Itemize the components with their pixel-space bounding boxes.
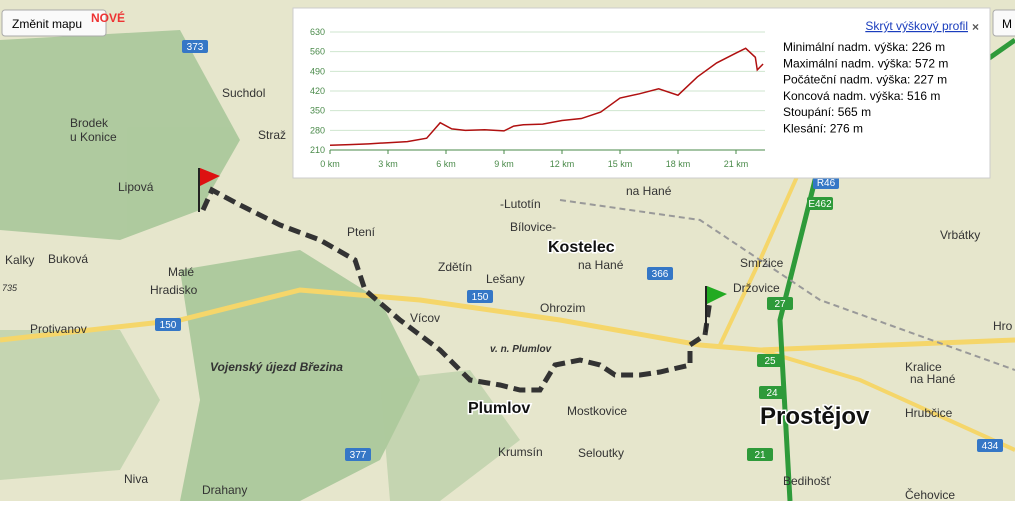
road-shield (155, 318, 181, 331)
place-label: Čehovice (905, 487, 955, 501)
y-tick-label: 350 (310, 106, 325, 116)
road-number: 434 (982, 441, 999, 452)
place-label: Drahany (202, 483, 247, 497)
profile-stat: Stoupání: 565 m (783, 105, 871, 119)
hide-profile-link[interactable]: Skrýt výškový profil (865, 19, 968, 33)
place-label: Vojenský újezd Březina (210, 360, 343, 374)
road-shield (182, 40, 208, 53)
end-flag (705, 286, 727, 332)
x-tick-label: 0 km (320, 159, 340, 169)
y-tick-label: 420 (310, 86, 325, 96)
button-label: Změnit mapu (12, 17, 82, 31)
road-shield (647, 267, 673, 280)
place-label: Seloutky (578, 446, 624, 460)
place-label: v. n. Plumlov (490, 344, 553, 355)
new-badge: NOVÉ (91, 10, 125, 25)
y-tick-label: 210 (310, 145, 325, 155)
road-number: 377 (350, 450, 367, 461)
place-label: Vícov (410, 311, 440, 325)
place-label: Hro (993, 319, 1013, 333)
forest (0, 30, 520, 501)
start-flag (198, 168, 220, 212)
button-label: M (1002, 17, 1012, 31)
place-label: na Hané (910, 372, 956, 386)
place-label: Lešany (486, 272, 525, 286)
road-shield (345, 448, 371, 461)
road-shield (747, 448, 773, 461)
place-label: Držovice (733, 281, 780, 295)
place-label: Protivanov (30, 322, 87, 336)
road-shield (759, 386, 785, 399)
x-tick-label: 12 km (550, 159, 575, 169)
road-shield (813, 176, 839, 189)
place-label: Zdětín (438, 260, 472, 274)
place-label: -Lutotín (500, 197, 541, 211)
profile-stat: Koncová nadm. výška: 516 m (783, 89, 940, 103)
road-shield (977, 439, 1003, 452)
place-label: 735 (2, 283, 18, 293)
road-shield (767, 297, 793, 310)
place-label: Suchdol (222, 86, 265, 100)
place-label: Bílovice- (510, 220, 556, 234)
road-number: 27 (774, 299, 786, 310)
place-label: Plumlov (468, 400, 530, 417)
road-number: 366 (652, 269, 669, 280)
place-label: na Hané (578, 258, 624, 272)
road-number: 373 (187, 42, 204, 53)
place-label: Hrubčice (905, 406, 953, 420)
place-label: Prostějov (760, 403, 870, 430)
x-tick-label: 3 km (378, 159, 398, 169)
x-tick-label: 18 km (666, 159, 691, 169)
x-tick-label: 6 km (436, 159, 456, 169)
elevation-line (329, 47, 764, 146)
place-label: Kalky (5, 253, 34, 267)
road-number: 25 (764, 356, 776, 367)
place-label: Hradisko (150, 283, 198, 297)
place-label: Vrbátky (940, 228, 980, 242)
profile-stat: Klesání: 276 m (783, 122, 863, 136)
profile-stat: Maximální nadm. výška: 572 m (783, 56, 948, 70)
place-label: Malé (168, 265, 194, 279)
road-number: R46 (817, 178, 836, 189)
place-label: Ohrozim (540, 301, 585, 315)
place-label: Bedihošť (783, 474, 831, 488)
map-type-button[interactable] (992, 9, 1015, 37)
x-tick-label: 9 km (494, 159, 514, 169)
place-label: Smržice (740, 256, 784, 270)
y-tick-label: 280 (310, 125, 325, 135)
place-label: Krumsín (498, 445, 543, 459)
road-shield (467, 290, 493, 303)
place-label: Niva (124, 472, 148, 486)
change-map-button[interactable] (1, 9, 107, 37)
place-label: Kostelec (548, 239, 615, 256)
road-number: 24 (766, 388, 778, 399)
place-label: Brodek (70, 116, 109, 130)
y-tick-label: 630 (310, 27, 325, 37)
place-label: Kralice (905, 360, 942, 374)
place-label: Ptení (347, 225, 376, 239)
route (200, 186, 713, 393)
road-shield (757, 354, 783, 367)
y-tick-label: 560 (310, 47, 325, 57)
place-label: na Hané (626, 184, 672, 198)
x-tick-label: 21 km (724, 159, 749, 169)
profile-stat: Počáteční nadm. výška: 227 m (783, 73, 947, 87)
y-tick-label: 490 (310, 66, 325, 76)
place-label: Buková (48, 252, 88, 266)
road-number: 150 (472, 292, 489, 303)
road-shield (807, 197, 833, 210)
road-number: E462 (808, 199, 832, 210)
profile-stat: Minimální nadm. výška: 226 m (783, 40, 945, 54)
road-number: 150 (160, 320, 177, 331)
place-label: Straž (258, 128, 286, 142)
road-number: 21 (754, 450, 766, 461)
close-button[interactable]: × (972, 20, 979, 34)
place-label: u Konice (70, 130, 117, 144)
x-tick-label: 15 km (608, 159, 633, 169)
place-label: Lipová (118, 180, 154, 194)
place-label: Mostkovice (567, 404, 627, 418)
